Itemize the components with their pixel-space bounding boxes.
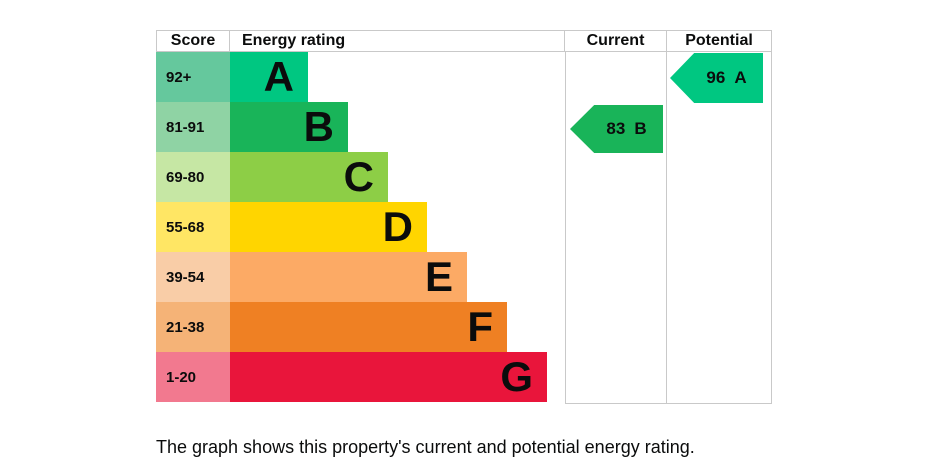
score-range-e: 39-54 bbox=[156, 252, 230, 302]
score-range-a: 92+ bbox=[156, 52, 230, 102]
band-bar-g: G bbox=[230, 352, 547, 402]
epc-body: 92+ A 81-91 B 69-80 C 55-68 D 39-54 E 21-38 F 1-20 G bbox=[156, 52, 772, 402]
potential-score-value: 96 bbox=[706, 68, 726, 87]
band-bar-d: D bbox=[230, 202, 427, 252]
band-row-d: 55-68 D bbox=[156, 202, 772, 252]
score-range-f: 21-38 bbox=[156, 302, 230, 352]
band-row-b: 81-91 B bbox=[156, 102, 772, 152]
header-score: Score bbox=[156, 31, 230, 51]
band-row-a: 92+ A bbox=[156, 52, 772, 102]
band-row-c: 69-80 C bbox=[156, 152, 772, 202]
potential-band-letter: A bbox=[734, 68, 747, 87]
header-energy-rating: Energy rating bbox=[230, 31, 565, 51]
band-bar-e: E bbox=[230, 252, 467, 302]
band-bar-a: A bbox=[230, 52, 308, 102]
score-range-c: 69-80 bbox=[156, 152, 230, 202]
band-bar-b: B bbox=[230, 102, 348, 152]
score-range-d: 55-68 bbox=[156, 202, 230, 252]
header-potential: Potential bbox=[667, 31, 772, 51]
score-range-b: 81-91 bbox=[156, 102, 230, 152]
epc-rating-chart: Score Energy rating Current Potential 92… bbox=[156, 30, 772, 404]
current-band-letter: B bbox=[634, 119, 647, 138]
current-column bbox=[565, 52, 667, 404]
band-bar-c: C bbox=[230, 152, 388, 202]
current-score-value: 83 bbox=[606, 119, 626, 138]
band-row-g: 1-20 G bbox=[156, 352, 772, 402]
epc-header-row: Score Energy rating Current Potential bbox=[156, 30, 772, 52]
band-row-f: 21-38 F bbox=[156, 302, 772, 352]
potential-column bbox=[667, 52, 772, 404]
score-range-g: 1-20 bbox=[156, 352, 230, 402]
band-bar-f: F bbox=[230, 302, 507, 352]
band-row-e: 39-54 E bbox=[156, 252, 772, 302]
header-current: Current bbox=[565, 31, 667, 51]
